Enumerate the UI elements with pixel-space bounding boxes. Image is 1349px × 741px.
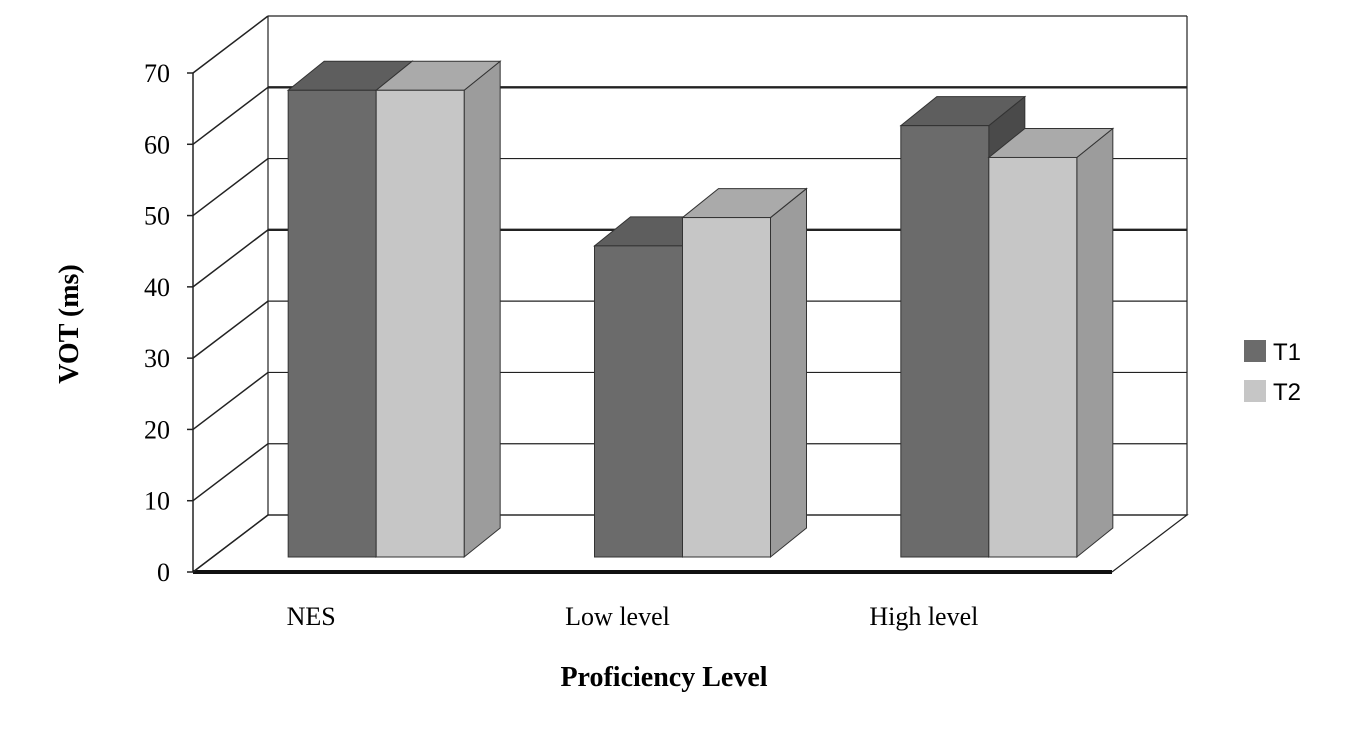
legend-swatch (1244, 340, 1266, 362)
legend-item-t2: T2 (1244, 379, 1301, 406)
gridline-side (192, 157, 269, 217)
bar-front (900, 125, 990, 558)
gridline-side (192, 514, 269, 573)
gridline-side (192, 300, 269, 359)
y-tick-label: 30 (144, 344, 170, 373)
y-tick-label: 20 (144, 415, 170, 444)
bar-side (463, 60, 501, 559)
bars (286, 60, 1115, 559)
legend-label: T1 (1273, 339, 1301, 366)
bar-front (682, 217, 771, 558)
bar-front (287, 89, 377, 558)
bar-t2-nes (374, 60, 502, 559)
legend-label: T2 (1273, 379, 1301, 406)
y-tick-labels: 0 10 20 30 40 50 60 70 (144, 59, 170, 587)
bar-t2-low-level (681, 187, 808, 559)
x-tick-labels: NES Low level High level (287, 602, 979, 631)
legend-item-t1: T1 (1244, 339, 1301, 366)
gridline-side (192, 443, 269, 502)
bar-t2-high-level (987, 127, 1115, 559)
y-tick-label: 70 (144, 59, 170, 88)
y-tick-label: 0 (157, 558, 170, 587)
bar-side (1076, 127, 1114, 559)
x-tick-label: Low level (565, 602, 670, 631)
y-tick-label: 50 (144, 202, 170, 231)
y-tick-label: 60 (144, 130, 170, 159)
gridline-side (192, 371, 269, 431)
y-axis-title: VOT (ms) (54, 264, 85, 383)
y-tick-label: 10 (144, 487, 170, 516)
gridline-side (192, 15, 269, 74)
legend-swatch (1244, 380, 1266, 402)
y-tick-label: 40 (144, 273, 170, 302)
bar-side (770, 187, 807, 559)
bar-front (375, 89, 465, 558)
bar-front (988, 156, 1078, 558)
x-tick-label: NES (287, 602, 336, 631)
x-axis-title: Proficiency Level (560, 662, 767, 693)
bar-front (594, 245, 683, 558)
gridline-side (192, 229, 269, 288)
x-tick-label: High level (869, 602, 978, 631)
gridline-side (192, 86, 269, 145)
